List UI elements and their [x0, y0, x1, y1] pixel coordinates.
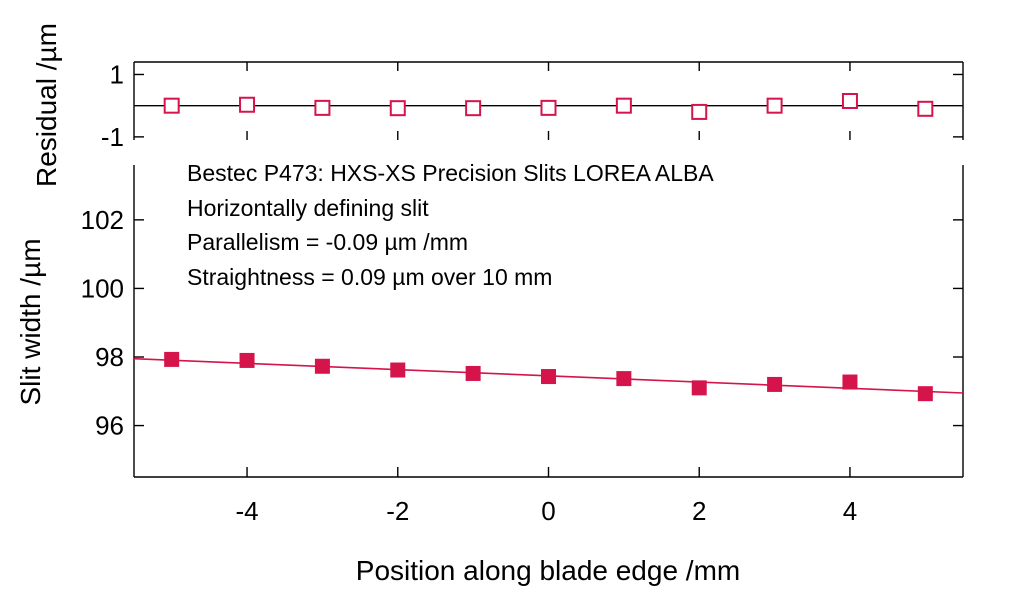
x-axis-title: Position along blade edge /mm: [356, 555, 740, 586]
main-point: [541, 369, 556, 385]
residual-ylabel: Residual /µm: [31, 23, 62, 187]
main-x-tick-label: 0: [541, 496, 555, 526]
annotations: Bestec P473: HXS-XS Precision Slits LORE…: [187, 160, 714, 290]
residual-y-tick-label: 1: [110, 59, 124, 89]
residual-point: [239, 96, 256, 113]
residual-points: [163, 93, 934, 120]
main-point: [164, 351, 180, 367]
residual-x-ticks: [246, 62, 851, 140]
residual-point: [314, 99, 331, 116]
main-point: [390, 362, 406, 378]
residual-point: [615, 97, 632, 114]
main-x-ticks: -4 -2 0 2 4: [235, 467, 857, 526]
residual-point: [465, 100, 482, 117]
main-point: [917, 386, 933, 402]
main-x-tick-label: -2: [386, 496, 409, 526]
main-y-tick-label: 96: [95, 411, 124, 441]
residual-point: [766, 97, 783, 114]
main-points: [164, 351, 933, 402]
residual-point: [691, 103, 708, 120]
residual-point: [917, 100, 934, 117]
main-point: [314, 358, 330, 374]
main-x-tick-label: -4: [235, 496, 258, 526]
residual-point: [163, 97, 180, 114]
main-point: [842, 374, 858, 390]
residual-y-tick-label: -1: [101, 122, 124, 152]
residual-point: [389, 100, 406, 117]
annotation-title: Bestec P473: HXS-XS Precision Slits LORE…: [187, 160, 714, 186]
main-point: [691, 380, 707, 396]
main-y-tick-label: 102: [81, 205, 124, 235]
annotation-slit: Horizontally defining slit: [187, 195, 429, 221]
main-point: [239, 352, 255, 368]
main-x-tick-label: 2: [692, 496, 706, 526]
main-x-tick-label: 4: [843, 496, 857, 526]
main-point: [767, 376, 783, 392]
annotation-straightness: Straightness = 0.09 µm over 10 mm: [187, 264, 552, 290]
residual-point: [841, 93, 858, 109]
main-ylabel: Slit width /µm: [15, 238, 46, 405]
residual-point: [540, 99, 557, 116]
main-y-tick-label: 98: [95, 342, 124, 372]
main-panel: 96 98 100 102 -4 -2 0 2 4 Slit width /µm Positi…: [15, 62, 964, 586]
main-y-ticks: 96 98 100 102: [81, 205, 963, 441]
main-y-tick-label: 100: [81, 273, 124, 303]
annotation-parallelism: Parallelism = -0.09 µm /mm: [187, 229, 468, 255]
main-point: [465, 365, 481, 381]
residual-y-ticks: 1 -1: [101, 59, 963, 152]
residual-panel: 1 -1 Residual /µm: [31, 23, 964, 187]
main-point: [616, 371, 632, 387]
